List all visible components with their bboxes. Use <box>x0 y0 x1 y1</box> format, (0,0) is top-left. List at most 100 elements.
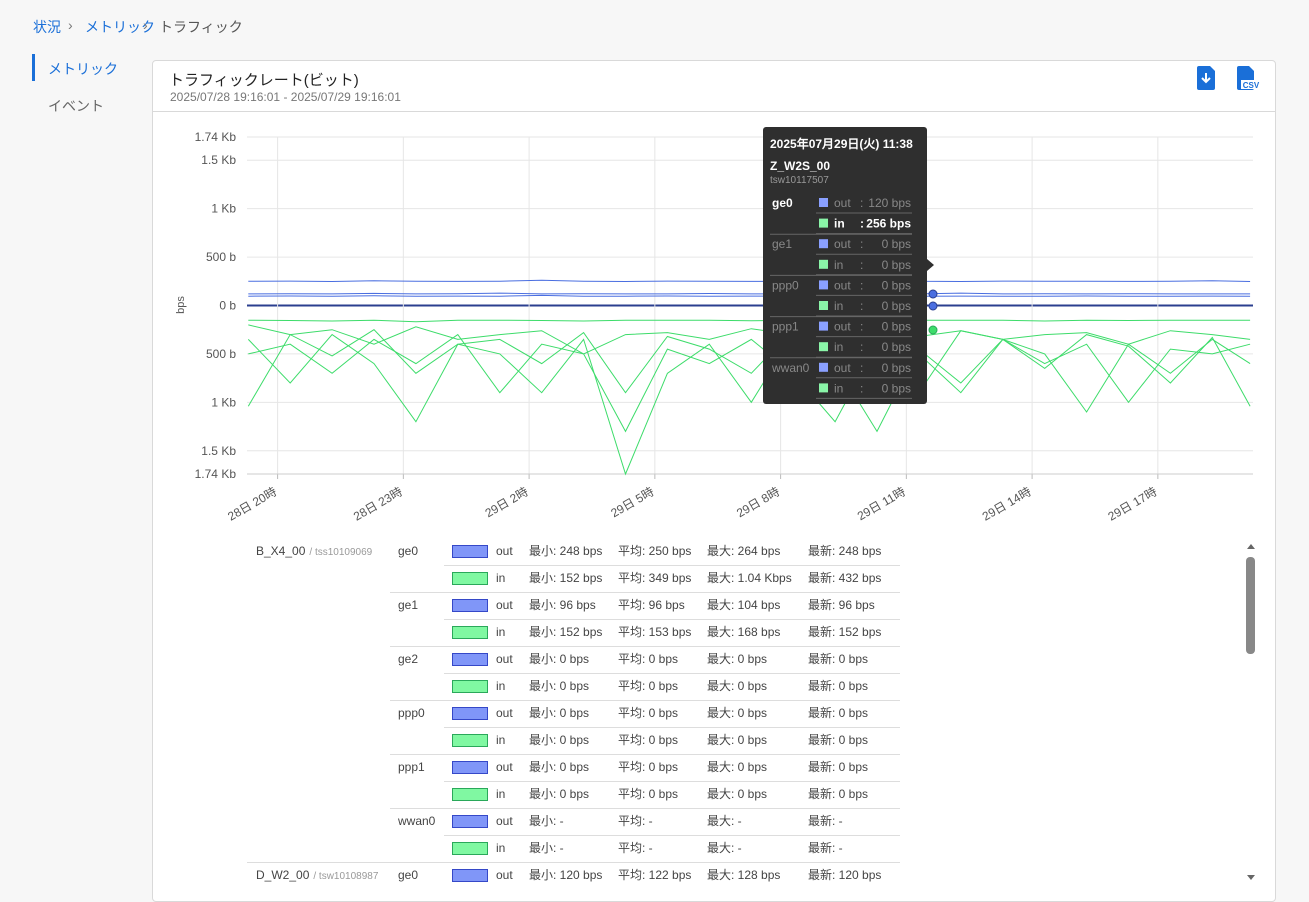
scroll-down[interactable] <box>1246 874 1256 882</box>
stat-avg: 平均: - <box>618 814 653 828</box>
tooltip-dir: in <box>834 217 845 231</box>
direction: out <box>496 814 513 828</box>
tooltip-swatch <box>819 218 828 228</box>
csv-button[interactable]: CSV <box>1237 66 1261 90</box>
stat-max: 最大: 0 bps <box>707 733 768 747</box>
row-separator <box>390 646 900 647</box>
row-separator <box>444 727 900 728</box>
sidebar-active-bar <box>32 54 35 81</box>
stat-min: 最小: 0 bps <box>529 760 590 774</box>
stat-max: 最大: 128 bps <box>707 868 781 882</box>
interface-name: ge0 <box>398 868 419 882</box>
tooltip-swatch <box>819 239 828 249</box>
csv-label: CSV <box>1243 81 1260 90</box>
stat-avg: 平均: 349 bps <box>618 571 692 585</box>
legend-swatch <box>452 734 488 747</box>
scroll-up[interactable] <box>1246 543 1256 551</box>
series-line <box>248 279 1251 283</box>
breadcrumb-link[interactable]: メトリック <box>85 19 155 35</box>
stat-max: 最大: - <box>707 841 742 855</box>
panel: トラフィックレート(ビット) 2025/07/28 19:16:01 - 202… <box>152 60 1276 902</box>
stat-min: 最小: 0 bps <box>529 787 590 801</box>
stat-min: 最小: 152 bps <box>529 625 603 639</box>
stat-last: 最新: - <box>808 841 843 855</box>
panel-header: トラフィックレート(ビット) 2025/07/28 19:16:01 - 202… <box>153 61 1275 112</box>
interface-name: ge2 <box>398 652 419 666</box>
sidebar-item[interactable]: メトリック <box>48 61 118 77</box>
stat-last: 最新: 0 bps <box>808 733 869 747</box>
x-tick-label: 29日 8時 <box>734 484 782 520</box>
download-button[interactable] <box>1197 66 1217 90</box>
tooltip-iface: ge0 <box>772 196 793 210</box>
row-separator <box>390 754 900 755</box>
stat-min: 最小: 0 bps <box>529 733 590 747</box>
legend-swatch <box>452 815 488 828</box>
tooltip-dir: out <box>834 237 851 251</box>
legend-swatch <box>452 761 488 774</box>
y-tick-label: 1 Kb <box>211 395 236 409</box>
row-separator <box>444 619 900 620</box>
legend-swatch <box>452 842 488 855</box>
tooltip-value: 0 bps <box>882 237 911 251</box>
stat-last: 最新: 120 bps <box>808 868 882 882</box>
chart: bps 1.74 Kb 1.5 Kb 1 Kb 500 b 0 b 500 b 1 Kb 1.… <box>175 127 1253 524</box>
stat-min: 最小: 0 bps <box>529 679 590 693</box>
y-axis-label: bps <box>175 296 187 314</box>
tooltip-sep: : <box>860 381 863 395</box>
tooltip: 2025年07月29日(火) 11:38 Z_W2S_00 tsw10117507 g… <box>763 127 934 404</box>
legend-swatch <box>452 599 488 612</box>
direction: in <box>496 841 506 855</box>
stat-avg: 平均: 122 bps <box>618 868 692 882</box>
stat-max: 最大: 1.04 Kbps <box>707 571 792 585</box>
breadcrumb-separator: › <box>143 17 148 33</box>
stat-avg: 平均: 0 bps <box>618 706 679 720</box>
legend-swatch <box>452 572 488 585</box>
interface-name: ge1 <box>398 598 419 612</box>
stat-avg: 平均: 96 bps <box>618 598 685 612</box>
stat-last: 最新: 0 bps <box>808 652 869 666</box>
stat-avg: 平均: 250 bps <box>618 544 692 558</box>
stat-max: 最大: - <box>707 814 742 828</box>
tooltip-swatch <box>819 362 828 372</box>
direction: out <box>496 760 513 774</box>
series-line <box>248 333 1251 433</box>
stat-last: 最新: 96 bps <box>808 598 875 612</box>
stat-max: 最大: 0 bps <box>707 652 768 666</box>
tooltip-dir: in <box>834 340 843 354</box>
tooltip-sep: : <box>860 237 863 251</box>
tooltip-sep: : <box>860 217 864 231</box>
tooltip-swatch <box>819 342 828 352</box>
tooltip-value: 0 bps <box>882 320 911 334</box>
direction: in <box>496 787 506 801</box>
tooltip-sep: : <box>860 278 863 292</box>
stat-last: 最新: 152 bps <box>808 625 882 639</box>
series-line <box>248 324 1251 365</box>
row-separator <box>444 673 900 674</box>
x-tick-label: 28日 23時 <box>351 484 405 523</box>
panel-subtitle: 2025/07/28 19:16:01 - 2025/07/29 19:16:0… <box>170 90 401 104</box>
x-tick-label: 29日 14時 <box>980 484 1034 523</box>
tooltip-swatch <box>819 383 828 393</box>
tooltip-swatch <box>819 259 828 269</box>
interface-name: ge0 <box>398 544 419 558</box>
stat-max: 最大: 0 bps <box>707 679 768 693</box>
series-line <box>248 294 1251 297</box>
legend-swatch <box>452 653 488 666</box>
stat-avg: 平均: 153 bps <box>618 625 692 639</box>
tooltip-iface: ppp1 <box>772 320 799 334</box>
sidebar-item[interactable]: イベント <box>48 98 104 114</box>
hover-point <box>928 325 938 335</box>
y-tick-label: 1.74 Kb <box>195 467 237 481</box>
legend-swatch <box>452 869 488 882</box>
panel-title: トラフィックレート(ビット) <box>169 72 359 89</box>
stat-max: 最大: 264 bps <box>707 544 781 558</box>
tooltip-value: 256 bps <box>866 217 911 231</box>
series-line <box>247 333 1251 476</box>
stat-min: 最小: 96 bps <box>529 598 596 612</box>
breadcrumb-link[interactable]: 状況 <box>33 19 61 35</box>
tooltip-dir: in <box>834 299 843 313</box>
legend-swatch <box>452 626 488 639</box>
scrollbar-thumb[interactable] <box>1246 557 1255 654</box>
stat-last: 最新: 248 bps <box>808 544 882 558</box>
direction: in <box>496 733 506 747</box>
